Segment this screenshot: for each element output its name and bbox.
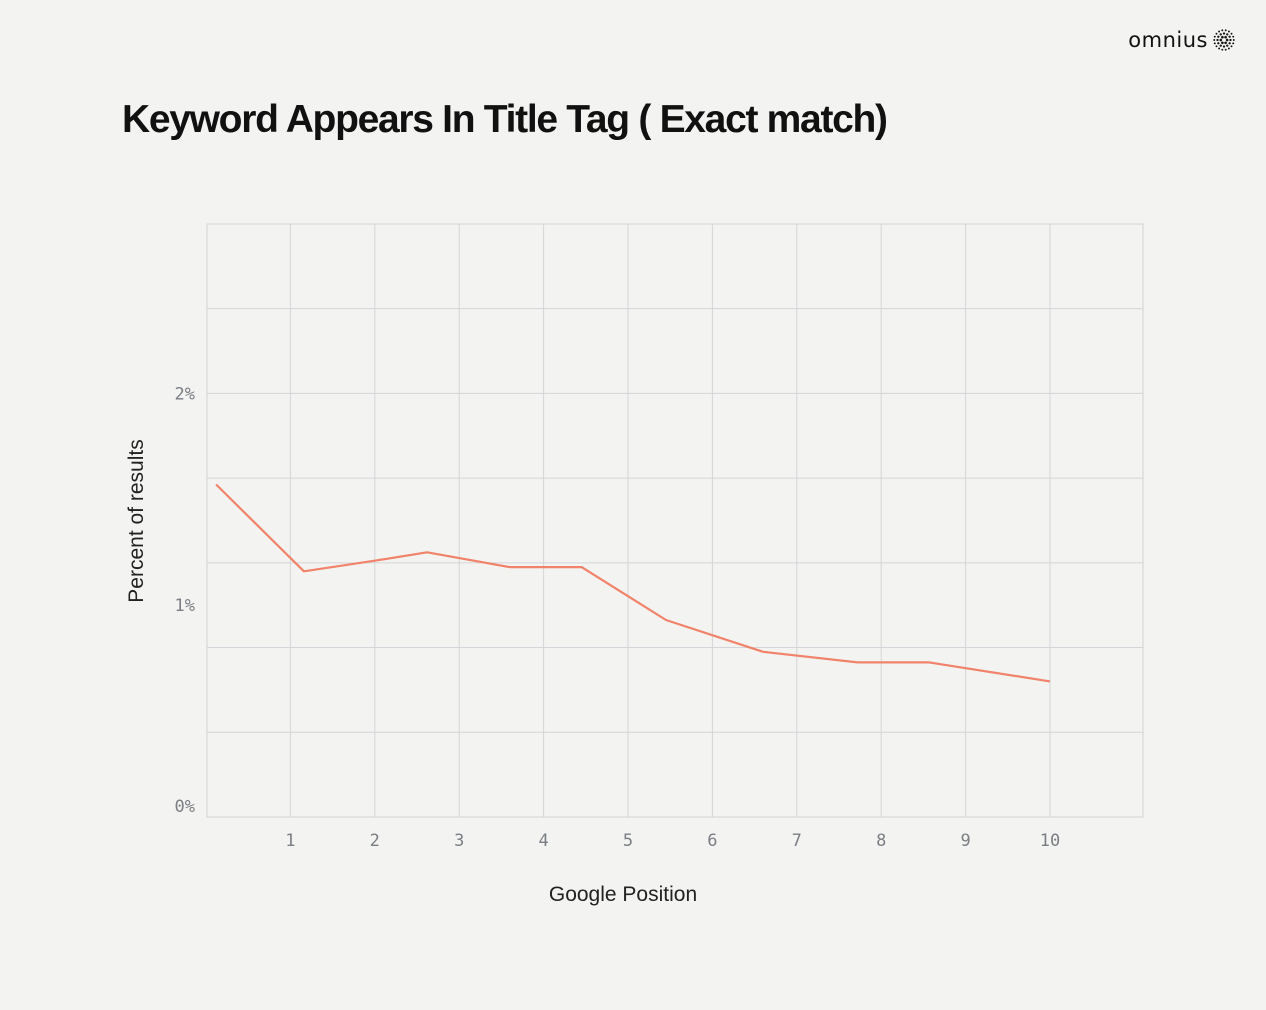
x-tick-label: 4 — [538, 831, 548, 851]
logo-dot — [1213, 42, 1216, 45]
logo-dot — [1232, 39, 1235, 41]
logo-dot — [1219, 38, 1223, 42]
logo-dot — [1219, 44, 1222, 47]
logo-dot — [1221, 35, 1224, 39]
logo-dot — [1221, 48, 1224, 51]
x-tick-label: 9 — [960, 831, 970, 851]
x-tick-label: 10 — [1040, 831, 1060, 851]
logo-dot — [1226, 33, 1229, 36]
logo-dot — [1224, 41, 1227, 45]
logo-dot — [1228, 35, 1231, 38]
logo-dot — [1218, 30, 1221, 33]
brand-name: omnius — [1128, 28, 1208, 52]
logo-dot — [1230, 32, 1233, 35]
logo-dot — [1226, 44, 1229, 47]
x-tick-label: 1 — [285, 831, 295, 851]
logo-dot — [1222, 32, 1226, 35]
logo-dot — [1232, 35, 1235, 38]
x-axis-label: Google Position — [549, 883, 697, 906]
logo-dot — [1215, 45, 1218, 48]
x-tick-label: 7 — [792, 831, 802, 851]
chart-marks — [215, 483, 1051, 683]
logo-dot — [1219, 33, 1222, 36]
logo-dot — [1228, 42, 1231, 45]
logo-dot — [1229, 38, 1232, 42]
x-tick-label: 8 — [876, 831, 886, 851]
logo-dot — [1213, 39, 1216, 41]
chart-title: Keyword Appears In Title Tag ( Exact mat… — [122, 98, 888, 141]
logo-dot — [1225, 38, 1229, 42]
logo-dot — [1230, 45, 1233, 48]
logo-dot — [1227, 30, 1230, 33]
chart-grid — [206, 223, 1144, 818]
logo-dot — [1221, 41, 1224, 45]
y-tick-label: 0% — [175, 797, 195, 817]
plot-border — [206, 223, 1144, 818]
logo-dot — [1221, 29, 1224, 32]
logo-dot — [1227, 47, 1230, 50]
logo-dot — [1224, 35, 1227, 39]
brand-logo: omnius — [1128, 28, 1236, 52]
x-tick-label: 3 — [454, 831, 464, 851]
logo-dot — [1217, 42, 1220, 45]
x-tick-label: 6 — [707, 831, 717, 851]
logo-dot — [1215, 32, 1218, 35]
logo-dot — [1216, 38, 1219, 42]
logo-dot — [1218, 47, 1221, 50]
logo-dot — [1213, 35, 1216, 38]
logo-dot — [1232, 42, 1235, 45]
logo-dot — [1217, 35, 1220, 38]
series-line — [215, 483, 1051, 683]
chart-ticks: 1 2 3 4 5 6 7 8 9 10 0% 1% 2% — [175, 384, 1061, 851]
logo-dot — [1222, 45, 1226, 48]
logo-dot — [1224, 48, 1227, 51]
y-tick-label: 2% — [175, 384, 195, 404]
y-tick-label: 1% — [175, 596, 195, 616]
dotted-sunburst-icon — [1213, 29, 1235, 51]
logo-dot — [1224, 29, 1227, 32]
x-tick-label: 5 — [623, 831, 633, 851]
x-tick-label: 2 — [370, 831, 380, 851]
y-axis-label: Percent of results — [125, 439, 148, 602]
